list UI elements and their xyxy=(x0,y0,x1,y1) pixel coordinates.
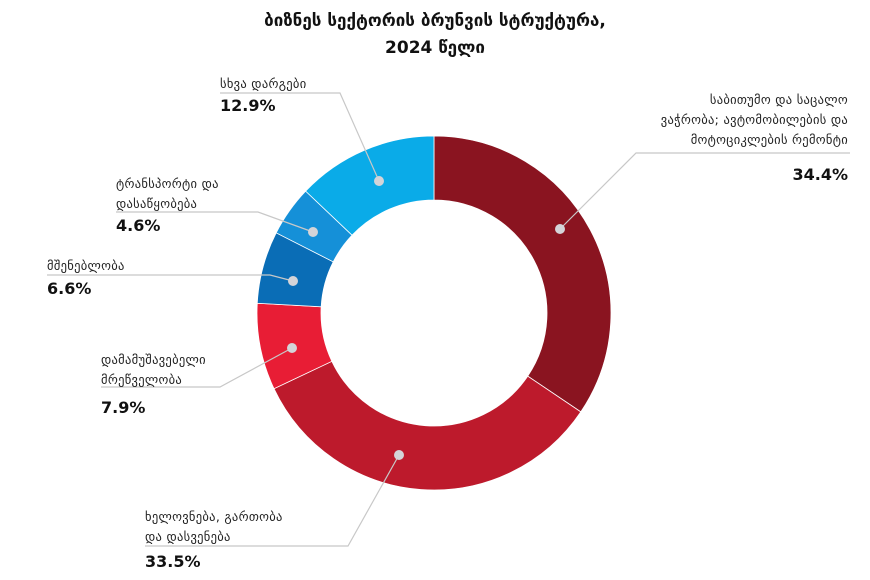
label-line: საბითუმო და საცალო xyxy=(709,92,848,107)
slice-label-trade: საბითუმო და საცალო ვაჭრობა; ავტომობილები… xyxy=(661,90,848,150)
leader-line xyxy=(47,274,294,282)
slice-value-other: 12.9% xyxy=(220,96,276,115)
leader-line xyxy=(101,347,293,388)
donut-slice xyxy=(305,135,435,236)
leader-line xyxy=(559,152,850,230)
slice-value-manufacturing: 7.9% xyxy=(101,398,146,417)
slice-value-transport: 4.6% xyxy=(116,216,161,235)
donut-slice xyxy=(433,135,612,413)
label-line: და დასვენება xyxy=(145,529,231,544)
slice-label-manufacturing: დამამუშავებელი მრეწველობა xyxy=(101,350,206,390)
label-line: მრეწველობა xyxy=(101,372,183,387)
slice-value-construction: 6.6% xyxy=(47,279,92,298)
label-line: ტრანსპორტი და xyxy=(116,176,219,191)
slice-label-other: სხვა დარგები xyxy=(220,74,306,94)
leader-line xyxy=(220,92,380,182)
slice-label-construction: მშენებლობა xyxy=(47,256,125,276)
chart-title: ბიზნეს სექტორის ბრუნვის სტრუქტურა, 2024 … xyxy=(0,8,870,62)
slice-label-transport: ტრანსპორტი და დასაწყობება xyxy=(116,174,219,214)
label-line: მშენებლობა xyxy=(47,258,125,273)
label-line: ვაჭრობა; ავტომობილების და xyxy=(660,112,848,127)
leader-dot xyxy=(394,450,404,460)
leader-dot xyxy=(308,227,318,237)
label-line: ხელოვნება, გართობა xyxy=(145,509,283,524)
slice-value-trade: 34.4% xyxy=(792,165,848,184)
title-line-2: 2024 წელი xyxy=(385,38,485,58)
leader-dot xyxy=(288,276,298,286)
donut-slice xyxy=(273,360,582,491)
leader-line xyxy=(116,211,314,233)
title-line-1: ბიზნეს სექტორის ბრუნვის სტრუქტურა, xyxy=(264,11,606,31)
leader-dot xyxy=(555,224,565,234)
slice-value-arts: 33.5% xyxy=(145,552,201,571)
label-line: დასაწყობება xyxy=(116,196,198,211)
label-line: მოტოციკლების რემონტი xyxy=(690,132,848,147)
leader-line xyxy=(145,454,400,547)
label-line: დამამუშავებელი xyxy=(101,352,206,367)
leader-dot xyxy=(287,343,297,353)
leader-dot xyxy=(374,176,384,186)
label-line: სხვა დარგები xyxy=(220,76,307,91)
slice-label-arts: ხელოვნება, გართობა და დასვენება xyxy=(145,507,283,547)
